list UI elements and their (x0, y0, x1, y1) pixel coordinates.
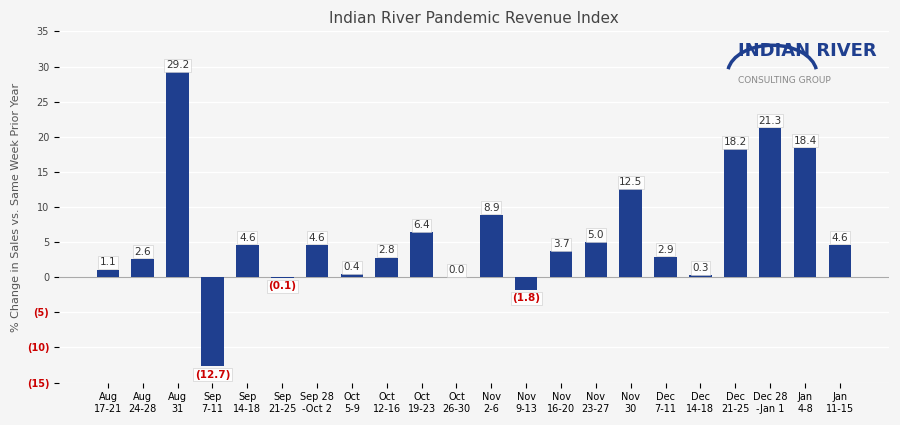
Bar (410, 232, 433, 277)
Bar (759, 128, 781, 277)
Text: 2.8: 2.8 (378, 246, 395, 255)
Text: 1.1: 1.1 (100, 258, 116, 267)
Bar (550, 251, 572, 277)
Bar (131, 259, 154, 277)
Text: 4.6: 4.6 (832, 233, 848, 243)
Text: 6.4: 6.4 (413, 220, 430, 230)
Bar (689, 275, 712, 277)
Text: 2.9: 2.9 (657, 245, 674, 255)
Bar (829, 245, 851, 277)
Text: 18.2: 18.2 (724, 137, 747, 147)
Bar (236, 245, 258, 277)
Text: 0.3: 0.3 (692, 263, 708, 273)
Bar (584, 242, 608, 277)
Text: (0.1): (0.1) (268, 281, 296, 292)
Text: 8.9: 8.9 (483, 203, 500, 212)
Bar (306, 245, 328, 277)
Bar (480, 215, 502, 277)
Bar (724, 150, 747, 277)
Text: 18.4: 18.4 (794, 136, 816, 146)
Bar (202, 277, 224, 366)
Text: (1.8): (1.8) (512, 293, 540, 303)
Text: 2.6: 2.6 (134, 247, 151, 257)
Bar (654, 257, 677, 277)
Text: INDIAN RIVER: INDIAN RIVER (738, 42, 877, 60)
Bar (166, 72, 189, 277)
Text: 29.2: 29.2 (166, 60, 189, 70)
Text: 12.5: 12.5 (619, 177, 643, 187)
Bar (515, 277, 537, 290)
Bar (340, 275, 364, 277)
Text: 5.0: 5.0 (588, 230, 604, 240)
Bar (271, 277, 293, 278)
Text: 3.7: 3.7 (553, 239, 570, 249)
Text: CONSULTING GROUP: CONSULTING GROUP (738, 76, 831, 85)
Bar (96, 269, 120, 277)
Y-axis label: % Change in Sales vs. Same Week Prior Year: % Change in Sales vs. Same Week Prior Ye… (11, 82, 21, 332)
Text: 0.0: 0.0 (448, 265, 464, 275)
Text: 4.6: 4.6 (309, 233, 326, 243)
Bar (375, 258, 398, 277)
Bar (619, 190, 642, 277)
Title: Indian River Pandemic Revenue Index: Indian River Pandemic Revenue Index (329, 11, 619, 26)
Text: 0.4: 0.4 (344, 262, 360, 272)
Bar (794, 148, 816, 277)
Text: 4.6: 4.6 (239, 233, 256, 243)
Text: 21.3: 21.3 (759, 116, 782, 125)
Text: (12.7): (12.7) (194, 370, 230, 380)
